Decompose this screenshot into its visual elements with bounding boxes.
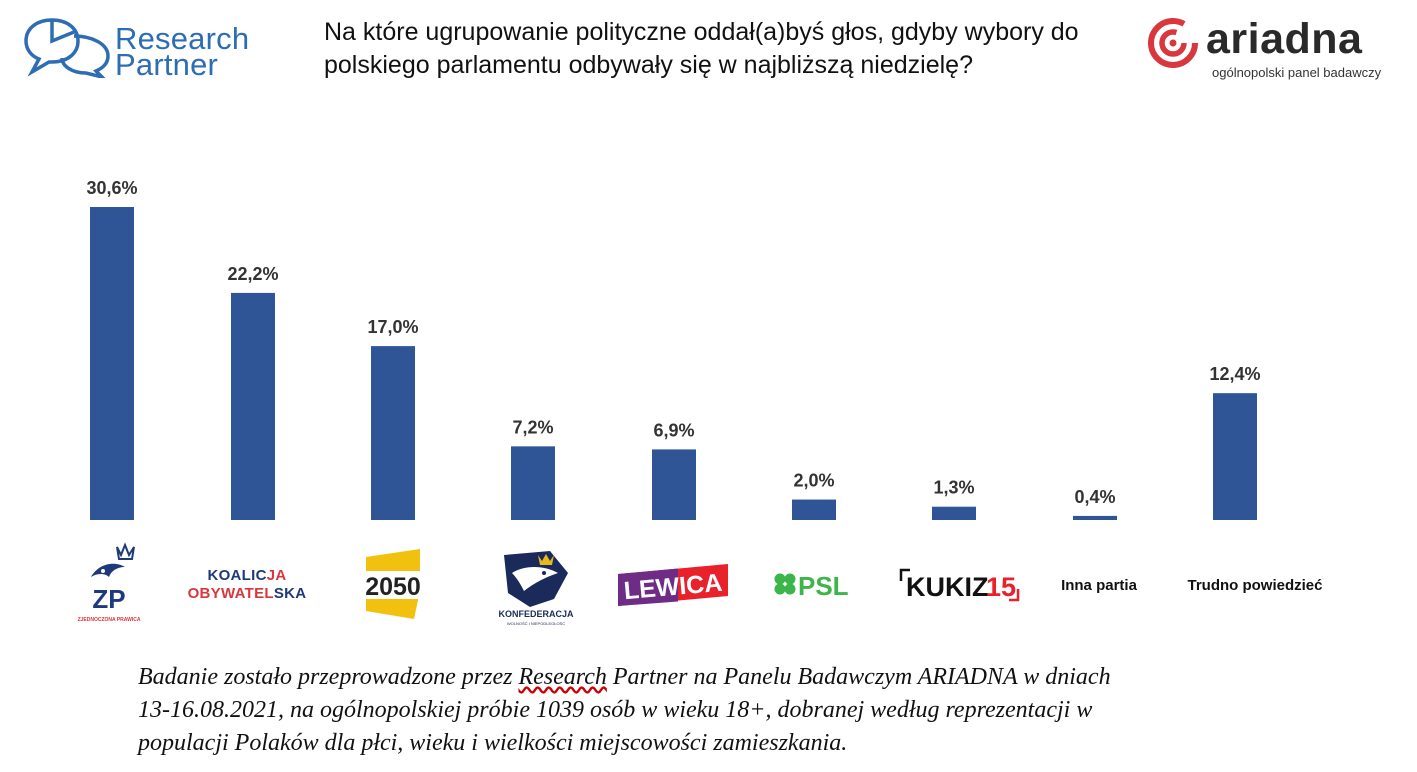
inna-partia-text: Inna partia — [1061, 576, 1137, 594]
research-partner-logo-line2: Partner — [115, 47, 219, 82]
logo-koalicja-obywatelska: KOALICJA OBYWATELSKA — [182, 540, 312, 630]
bar-value-label-8: 0,4% — [1074, 487, 1115, 507]
question-line-1: Na które ugrupowanie polityczne oddał(a)… — [324, 18, 1079, 46]
ko-text-2b: SKA — [273, 585, 307, 602]
bar-3 — [371, 346, 415, 520]
zp-logo-subtext: ZJEDNOCZONA PRAWICA — [78, 617, 141, 623]
trudno-powiedziec-text: Trudno powiedzieć — [1187, 576, 1323, 594]
speech-bubbles-icon — [24, 18, 110, 78]
bar-value-label-2: 22,2% — [227, 264, 278, 284]
bar-chart: 30,6% 22,2% 17,0% 7,2% 6,9% 2,0% 1,3% 0,4% 12,4% — [86, 178, 1261, 520]
bar-1 — [90, 207, 134, 520]
ko-text-2a: OBYWATEL — [187, 585, 274, 602]
research-partner-logo-line1: Research — [115, 21, 250, 56]
polska-2050-text: 2050 — [365, 573, 421, 601]
konfederacja-eagle-icon: KONFEDERACJA WOLNOŚĆ I NIEPODLEGŁOŚĆ — [498, 551, 574, 626]
bar-value-label-3: 17,0% — [367, 317, 418, 337]
research-partner-logo: Research Partner — [22, 14, 252, 80]
logo-konfederacja: KONFEDERACJA WOLNOŚĆ I NIEPODLEGŁOŚĆ — [494, 540, 578, 630]
ariadna-logo: ariadna ogólnopolski panel badawczy — [1146, 14, 1406, 86]
footer-research-word: Research — [518, 664, 607, 690]
label-inna-partia: Inna partia — [1040, 540, 1158, 630]
footer-line-1: Badanie zostało przeprowadzone przez Res… — [138, 661, 1258, 694]
footer-text-2: Partner na Panelu Badawczym ARIADNA w dn… — [606, 664, 1111, 690]
bar-value-label-6: 2,0% — [793, 471, 834, 491]
zp-eagle-crown-icon: ZP ZJEDNOCZONA PRAWICA — [78, 542, 141, 623]
survey-question: Na które ugrupowanie polityczne oddał(a)… — [324, 16, 1124, 82]
bar-value-label-1: 30,6% — [86, 178, 137, 198]
bar-8 — [1073, 515, 1117, 520]
logo-zjednoczona-prawica: ZP ZJEDNOCZONA PRAWICA — [72, 540, 152, 630]
logo-psl: PSL — [770, 540, 856, 630]
konfederacja-subtext: WOLNOŚĆ I NIEPODLEGŁOŚĆ — [507, 621, 565, 626]
ariadna-wordmark: ariadna — [1206, 15, 1363, 63]
bar-2 — [231, 292, 275, 520]
psl-clover-icon: PSL — [774, 571, 849, 601]
psl-text: PSL — [798, 571, 849, 601]
logo-kukiz15: KUKIZ 15 — [898, 540, 1022, 630]
ariadna-tagline: ogólnopolski panel badawczy — [1212, 65, 1382, 80]
bar-value-label-4: 7,2% — [512, 417, 553, 437]
bar-value-label-5: 6,9% — [653, 420, 694, 440]
polska-2050-shape-icon: 2050 — [362, 549, 424, 619]
question-line-2: polskiego parlamentu odbywały się w najb… — [324, 51, 973, 79]
logo-lewica: LEWICA — [615, 540, 731, 630]
methodology-note: Badanie zostało przeprowadzone przez Res… — [138, 661, 1258, 760]
kukiz15-bracket-icon: KUKIZ 15 — [899, 568, 1020, 602]
footer-line-3: populacji Polaków dla płci, wieku i wiel… — [138, 730, 848, 756]
bar-5 — [652, 449, 696, 520]
zp-logo-text: ZP — [92, 584, 125, 614]
lewica-banner-icon: LEWICA — [618, 564, 728, 606]
bar-6 — [792, 499, 836, 520]
bar-4 — [511, 446, 555, 520]
bar-7 — [932, 506, 976, 520]
ko-text-1a: KOALIC — [207, 567, 267, 584]
bar-9 — [1213, 393, 1257, 520]
footer-text-1: Badanie zostało przeprowadzone przez — [138, 664, 519, 690]
kukiz-15-text: 15 — [986, 572, 1016, 602]
ariadna-spiral-icon — [1148, 18, 1198, 68]
kukiz-text: KUKIZ — [906, 572, 989, 602]
footer-line-2: 13-16.08.2021, na ogólnopolskiej próbie … — [138, 697, 1093, 723]
label-trudno-powiedziec: Trudno powiedzieć — [1175, 540, 1335, 630]
bar-value-label-9: 12,4% — [1209, 364, 1260, 384]
logo-polska-2050: 2050 — [355, 540, 431, 630]
konfederacja-text: KONFEDERACJA — [498, 609, 574, 619]
ko-text-1b: JA — [266, 567, 287, 584]
bar-value-label-7: 1,3% — [933, 478, 974, 498]
